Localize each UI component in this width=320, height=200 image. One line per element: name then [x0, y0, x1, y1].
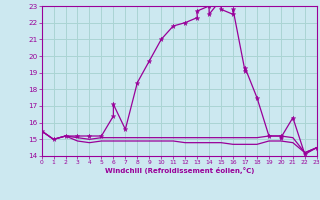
X-axis label: Windchill (Refroidissement éolien,°C): Windchill (Refroidissement éolien,°C) — [105, 167, 254, 174]
